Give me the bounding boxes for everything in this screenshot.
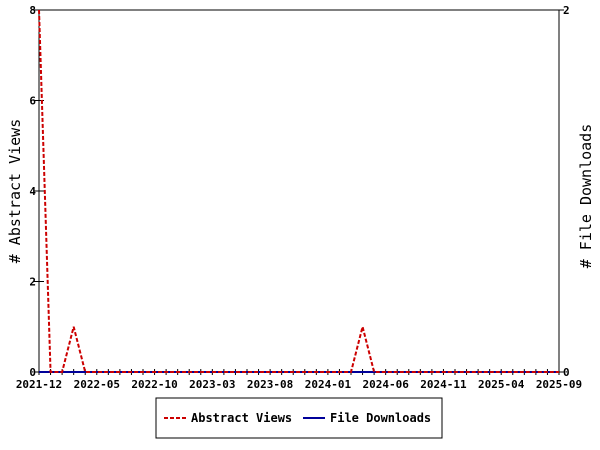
left-tick-label: 0 bbox=[29, 366, 36, 379]
right-tick-label: 2 bbox=[563, 4, 570, 17]
x-tick-label: 2024-11 bbox=[420, 378, 467, 391]
x-tick-label: 2025-09 bbox=[536, 378, 582, 391]
right-tick-label: 0 bbox=[563, 366, 570, 379]
x-tick-label: 2022-10 bbox=[131, 378, 177, 391]
legend: Abstract Views File Downloads bbox=[155, 397, 443, 439]
x-tick-label: 2024-06 bbox=[362, 378, 409, 391]
x-tick-label: 2022-05 bbox=[74, 378, 120, 391]
legend-box bbox=[155, 397, 443, 439]
x-tick-label: 2023-03 bbox=[189, 378, 235, 391]
left-tick-label: 4 bbox=[29, 185, 36, 198]
legend-label-file-downloads: File Downloads bbox=[330, 411, 431, 425]
plot-area bbox=[38, 9, 560, 373]
x-tick-label: 2024-01 bbox=[305, 378, 352, 391]
left-tick-label: 8 bbox=[29, 4, 36, 17]
series-line-abstract-views bbox=[38, 9, 559, 373]
left-axis: 0 2 4 6 8 bbox=[29, 4, 44, 379]
legend-label-abstract-views: Abstract Views bbox=[191, 411, 292, 425]
right-axis-title: # File Downloads bbox=[577, 124, 595, 269]
x-tick-label: 2025-04 bbox=[478, 378, 525, 391]
left-axis-title: # Abstract Views bbox=[6, 119, 24, 264]
x-tick-label: 2023-08 bbox=[247, 378, 293, 391]
left-tick-label: 6 bbox=[29, 95, 36, 108]
series-layer bbox=[38, 9, 560, 373]
left-tick-label: 2 bbox=[29, 276, 36, 289]
x-tick-label: 2021-12 bbox=[16, 378, 62, 391]
